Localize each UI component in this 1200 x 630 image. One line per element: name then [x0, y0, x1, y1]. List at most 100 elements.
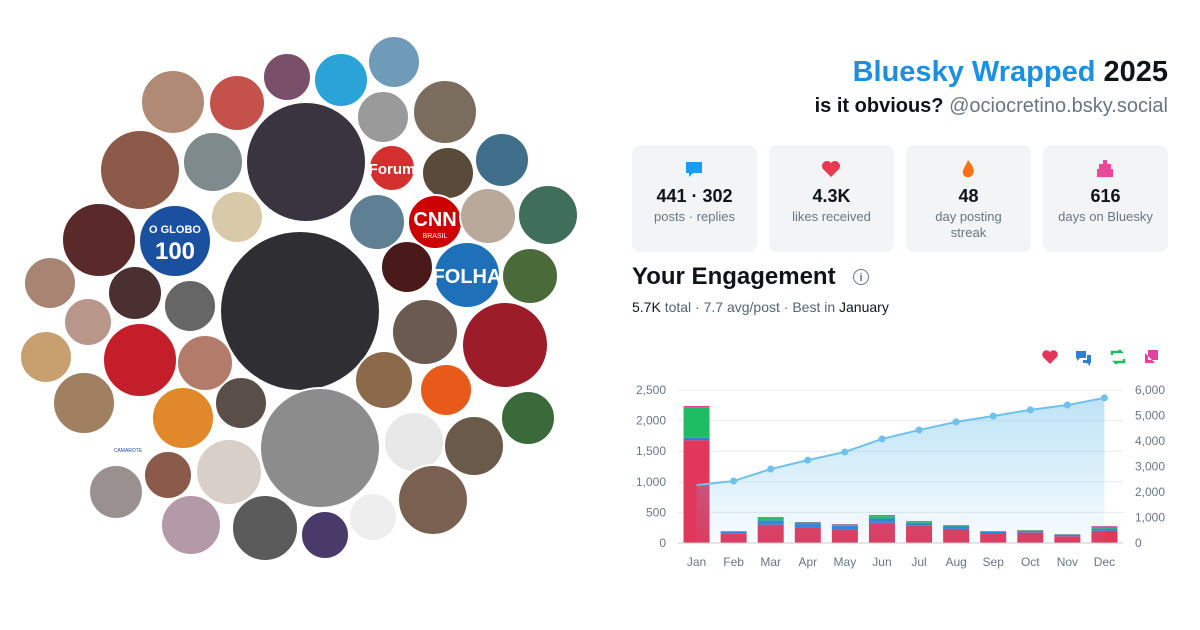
legend-icon[interactable]: [1042, 350, 1058, 364]
avatar[interactable]: [368, 144, 416, 192]
line-point: [952, 418, 960, 426]
line-point: [989, 412, 997, 420]
avatar[interactable]: [443, 415, 505, 477]
avatar[interactable]: [61, 202, 137, 278]
avatar[interactable]: [391, 298, 459, 366]
stat-label: posts · replies: [654, 209, 735, 224]
summary-middle: total · 7.7 avg/post · Best in: [664, 299, 836, 315]
tagline: is it obvious?: [814, 95, 944, 117]
avatar[interactable]: [160, 494, 222, 556]
avatar[interactable]: [354, 350, 414, 410]
handle[interactable]: @ociocretino.bsky.social: [949, 95, 1168, 117]
avatar[interactable]: [380, 240, 434, 294]
summary: 5.7K total · 7.7 avg/post · Best in Janu…: [632, 299, 889, 315]
avatar[interactable]: [356, 90, 410, 144]
avatar[interactable]: [182, 131, 244, 193]
avatar-logo: CNN: [413, 209, 456, 231]
info-icon[interactable]: i: [853, 269, 869, 285]
avatar[interactable]: [99, 129, 181, 211]
x-tick-label: Jul: [911, 555, 926, 569]
avatar[interactable]: [421, 146, 475, 200]
bar-segment: [683, 437, 710, 441]
avatar[interactable]: [474, 132, 530, 188]
icon-shape: [822, 161, 840, 177]
avatar-cluster: Forum O GLOBO 100 CNN BRASIL FOLHA CAMAROTE: [19, 35, 579, 562]
stat-label: day posting streak: [935, 209, 1002, 240]
y2-tick-label: 2,000: [1135, 485, 1165, 499]
avatar[interactable]: [313, 52, 369, 108]
bar-segment: [683, 405, 710, 408]
avatar[interactable]: [259, 387, 381, 509]
avatar[interactable]: [262, 52, 312, 102]
section-title: Your Engagement: [632, 263, 836, 290]
avatar[interactable]: [151, 386, 215, 450]
x-tick-label: Aug: [945, 555, 966, 569]
stat-label: likes received: [792, 209, 871, 224]
avatar[interactable]: [461, 301, 549, 389]
avatar[interactable]: [300, 510, 350, 560]
stat-icon: [822, 161, 840, 177]
avatar[interactable]: [102, 414, 154, 466]
avatar[interactable]: [23, 256, 77, 310]
stat-value: 441 · 302: [656, 186, 733, 206]
avatar[interactable]: [140, 69, 206, 135]
line-point: [841, 448, 849, 456]
avatar[interactable]: [412, 79, 478, 145]
avatar[interactable]: [52, 371, 116, 435]
title: Bluesky Wrapped 2025: [853, 56, 1168, 89]
y-tick-label: 2,000: [636, 414, 666, 428]
avatar[interactable]: [143, 450, 193, 500]
stat-icon: [962, 160, 974, 178]
avatar[interactable]: [433, 241, 501, 309]
x-tick-label: May: [834, 555, 857, 569]
x-tick-label: Dec: [1094, 555, 1115, 569]
bar-segment: [683, 407, 710, 438]
avatar[interactable]: [102, 322, 178, 398]
avatar[interactable]: [219, 230, 381, 392]
y2-tick-label: 3,000: [1135, 460, 1165, 474]
avatar[interactable]: [107, 265, 163, 321]
avatar[interactable]: [348, 193, 406, 251]
avatar[interactable]: [176, 334, 234, 392]
legend-icon[interactable]: [1110, 349, 1126, 365]
avatar[interactable]: [195, 438, 263, 506]
line-point: [915, 426, 923, 434]
legend-icon[interactable]: [1145, 350, 1158, 363]
avatar[interactable]: [163, 279, 217, 333]
avatar[interactable]: [383, 411, 445, 473]
legend-icon[interactable]: [1076, 351, 1091, 366]
stat-value: 616: [1090, 186, 1121, 206]
avatar[interactable]: [88, 464, 144, 520]
avatar[interactable]: [348, 492, 398, 542]
avatar[interactable]: [517, 184, 579, 246]
y2-tick-label: 1,000: [1135, 511, 1165, 525]
avatar[interactable]: [367, 35, 421, 89]
avatar[interactable]: [231, 494, 299, 562]
avatar[interactable]: [500, 390, 556, 446]
avatar[interactable]: [459, 187, 517, 245]
avatar[interactable]: [208, 74, 266, 132]
avatar[interactable]: [214, 376, 268, 430]
avatar[interactable]: [501, 247, 559, 305]
line-point: [1026, 406, 1034, 414]
icon-shape: [962, 160, 974, 178]
y-tick-label: 1,500: [636, 444, 666, 458]
avatar[interactable]: [245, 101, 367, 223]
line-point: [730, 477, 738, 485]
avatar[interactable]: [397, 464, 469, 536]
avatar-logo: Forum: [369, 161, 416, 178]
line-point: [878, 435, 886, 443]
x-tick-label: Apr: [798, 555, 817, 569]
best-month: January: [839, 299, 889, 315]
x-tick-label: Mar: [760, 555, 781, 569]
x-tick-label: Sep: [983, 555, 1005, 569]
avatar[interactable]: [210, 190, 264, 244]
avatar[interactable]: [419, 363, 473, 417]
y2-tick-label: 5,000: [1135, 409, 1165, 423]
avatar[interactable]: [19, 330, 73, 384]
avatar[interactable]: [63, 297, 113, 347]
avatar[interactable]: [138, 204, 212, 278]
stat-card: 616 days on Bluesky: [1043, 145, 1168, 252]
stat-card: 48 day posting streak: [906, 145, 1031, 252]
